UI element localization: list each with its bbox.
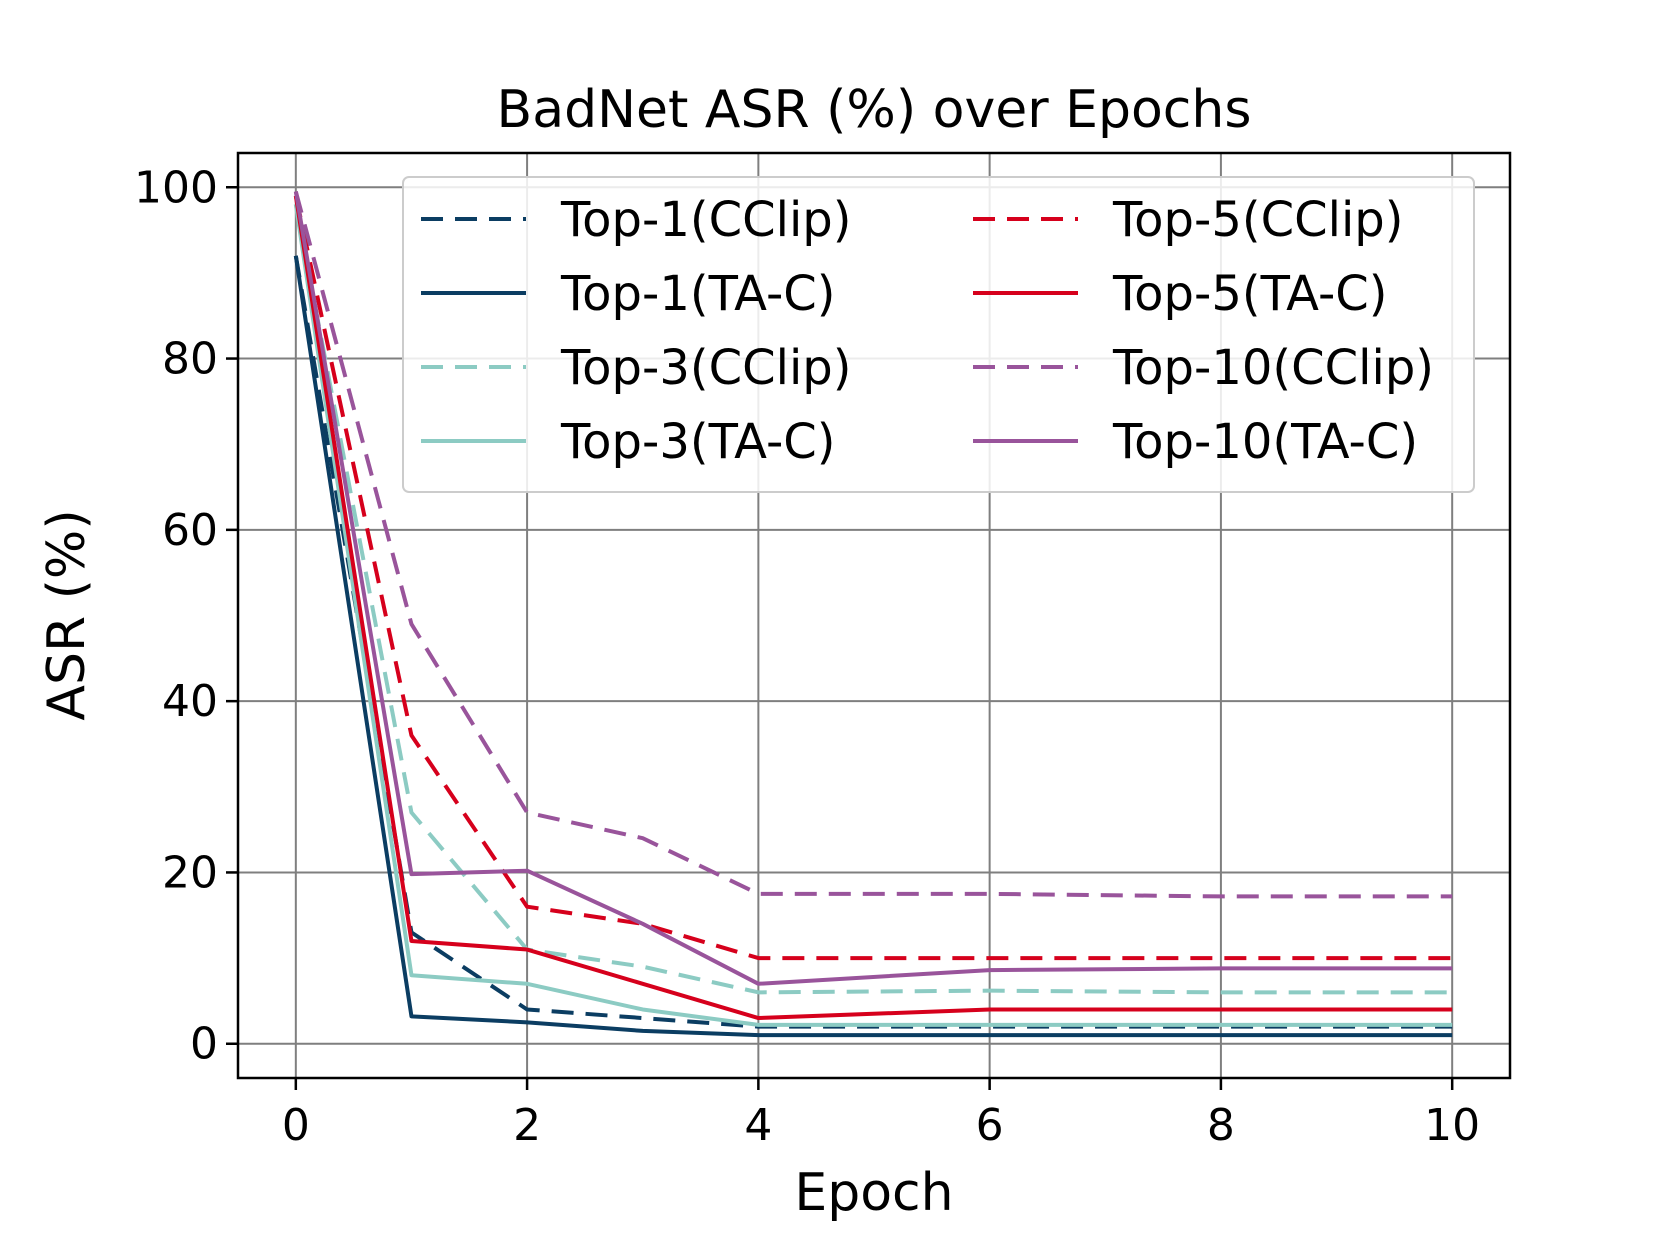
legend-label: Top-5(CClip) [1112,192,1403,248]
legend-label: Top-3(TA-C) [560,414,836,470]
y-tick-label: 80 [162,334,218,385]
legend-label: Top-5(TA-C) [1112,266,1388,322]
x-tick-label: 10 [1424,1100,1480,1151]
x-tick-label: 6 [976,1100,1004,1151]
legend-label: Top-1(CClip) [560,192,851,248]
legend-label: Top-10(CClip) [1112,340,1434,396]
series-line-top-10-cclip [293,191,1453,899]
x-tick-label: 8 [1207,1100,1235,1151]
legend-label: Top-3(CClip) [560,340,851,396]
y-tick-label: 60 [162,505,218,556]
x-tick-label: 4 [744,1100,772,1151]
series-line-top-3-cclip [293,204,1453,995]
y-tick-label: 0 [190,1019,218,1070]
x-axis-label: Epoch [794,1163,953,1223]
x-tick-label: 0 [282,1100,310,1151]
y-tick-label: 20 [162,847,218,898]
legend-box [402,176,1475,493]
y-tick-label: 40 [162,676,218,727]
y-tick-label: 100 [134,162,218,213]
series-line-top-1-ta-c [293,255,1453,1038]
legend: Top-1(CClip) Top-1(TA-C) Top-3(CClip) Top-3… [402,176,1475,493]
legend-label: Top-1(TA-C) [560,266,836,322]
chart-title: BadNet ASR (%) over Epochs [497,80,1252,140]
series-line-top-3-ta-c [293,204,1453,1027]
series-line-top-10-ta-c [293,191,1453,986]
plot-frame [236,151,1512,1080]
y-axis-label: ASR (%) [37,509,97,720]
legend-label: Top-10(TA-C) [1112,414,1418,470]
series-line-top-5-cclip [293,195,1453,961]
x-tick-label: 2 [513,1100,541,1151]
series-line-top-5-ta-c [293,195,1453,1021]
series-group [293,191,1453,1038]
